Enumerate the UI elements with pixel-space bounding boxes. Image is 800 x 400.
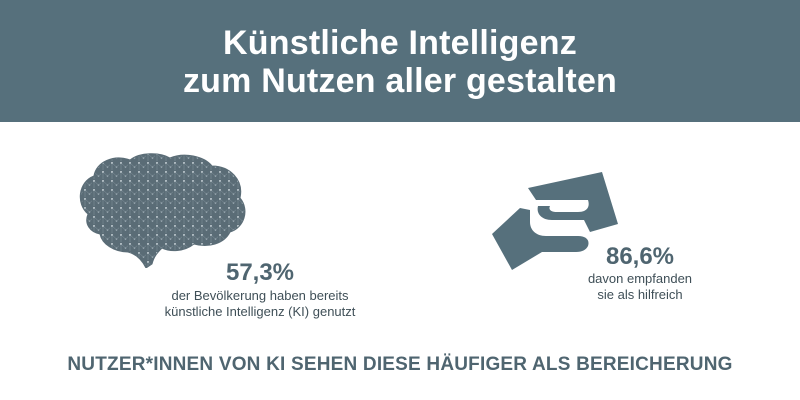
title-line-2: zum Nutzen aller gestalten	[182, 62, 618, 100]
stat-helpful-desc-1: davon empfanden	[587, 271, 693, 286]
stat-helpful: 86,6% davon empfanden sie als hilfreich	[540, 243, 740, 303]
stat-usage: 57,3% der Bevölkerung haben bereits küns…	[120, 258, 400, 320]
footer-headline: NUTZER*INNEN VON KI SEHEN DIESE HÄUFIGER…	[67, 354, 733, 375]
stat-helpful-desc-2: sie als hilfreich	[597, 287, 683, 302]
brain-icon	[79, 153, 246, 268]
handshake-icon	[492, 172, 618, 270]
title-line-1: Künstliche Intelligenz	[223, 24, 577, 62]
stat-helpful-value: 86,6%	[605, 243, 675, 270]
stat-usage-value: 57,3%	[225, 259, 295, 286]
stat-usage-desc-1: der Bevölkerung haben bereits	[171, 288, 349, 303]
header-banner: Künstliche Intelligenz zum Nutzen aller …	[0, 0, 800, 122]
stat-usage-desc-2: künstliche Intelligenz (KI) genutzt	[164, 304, 356, 319]
